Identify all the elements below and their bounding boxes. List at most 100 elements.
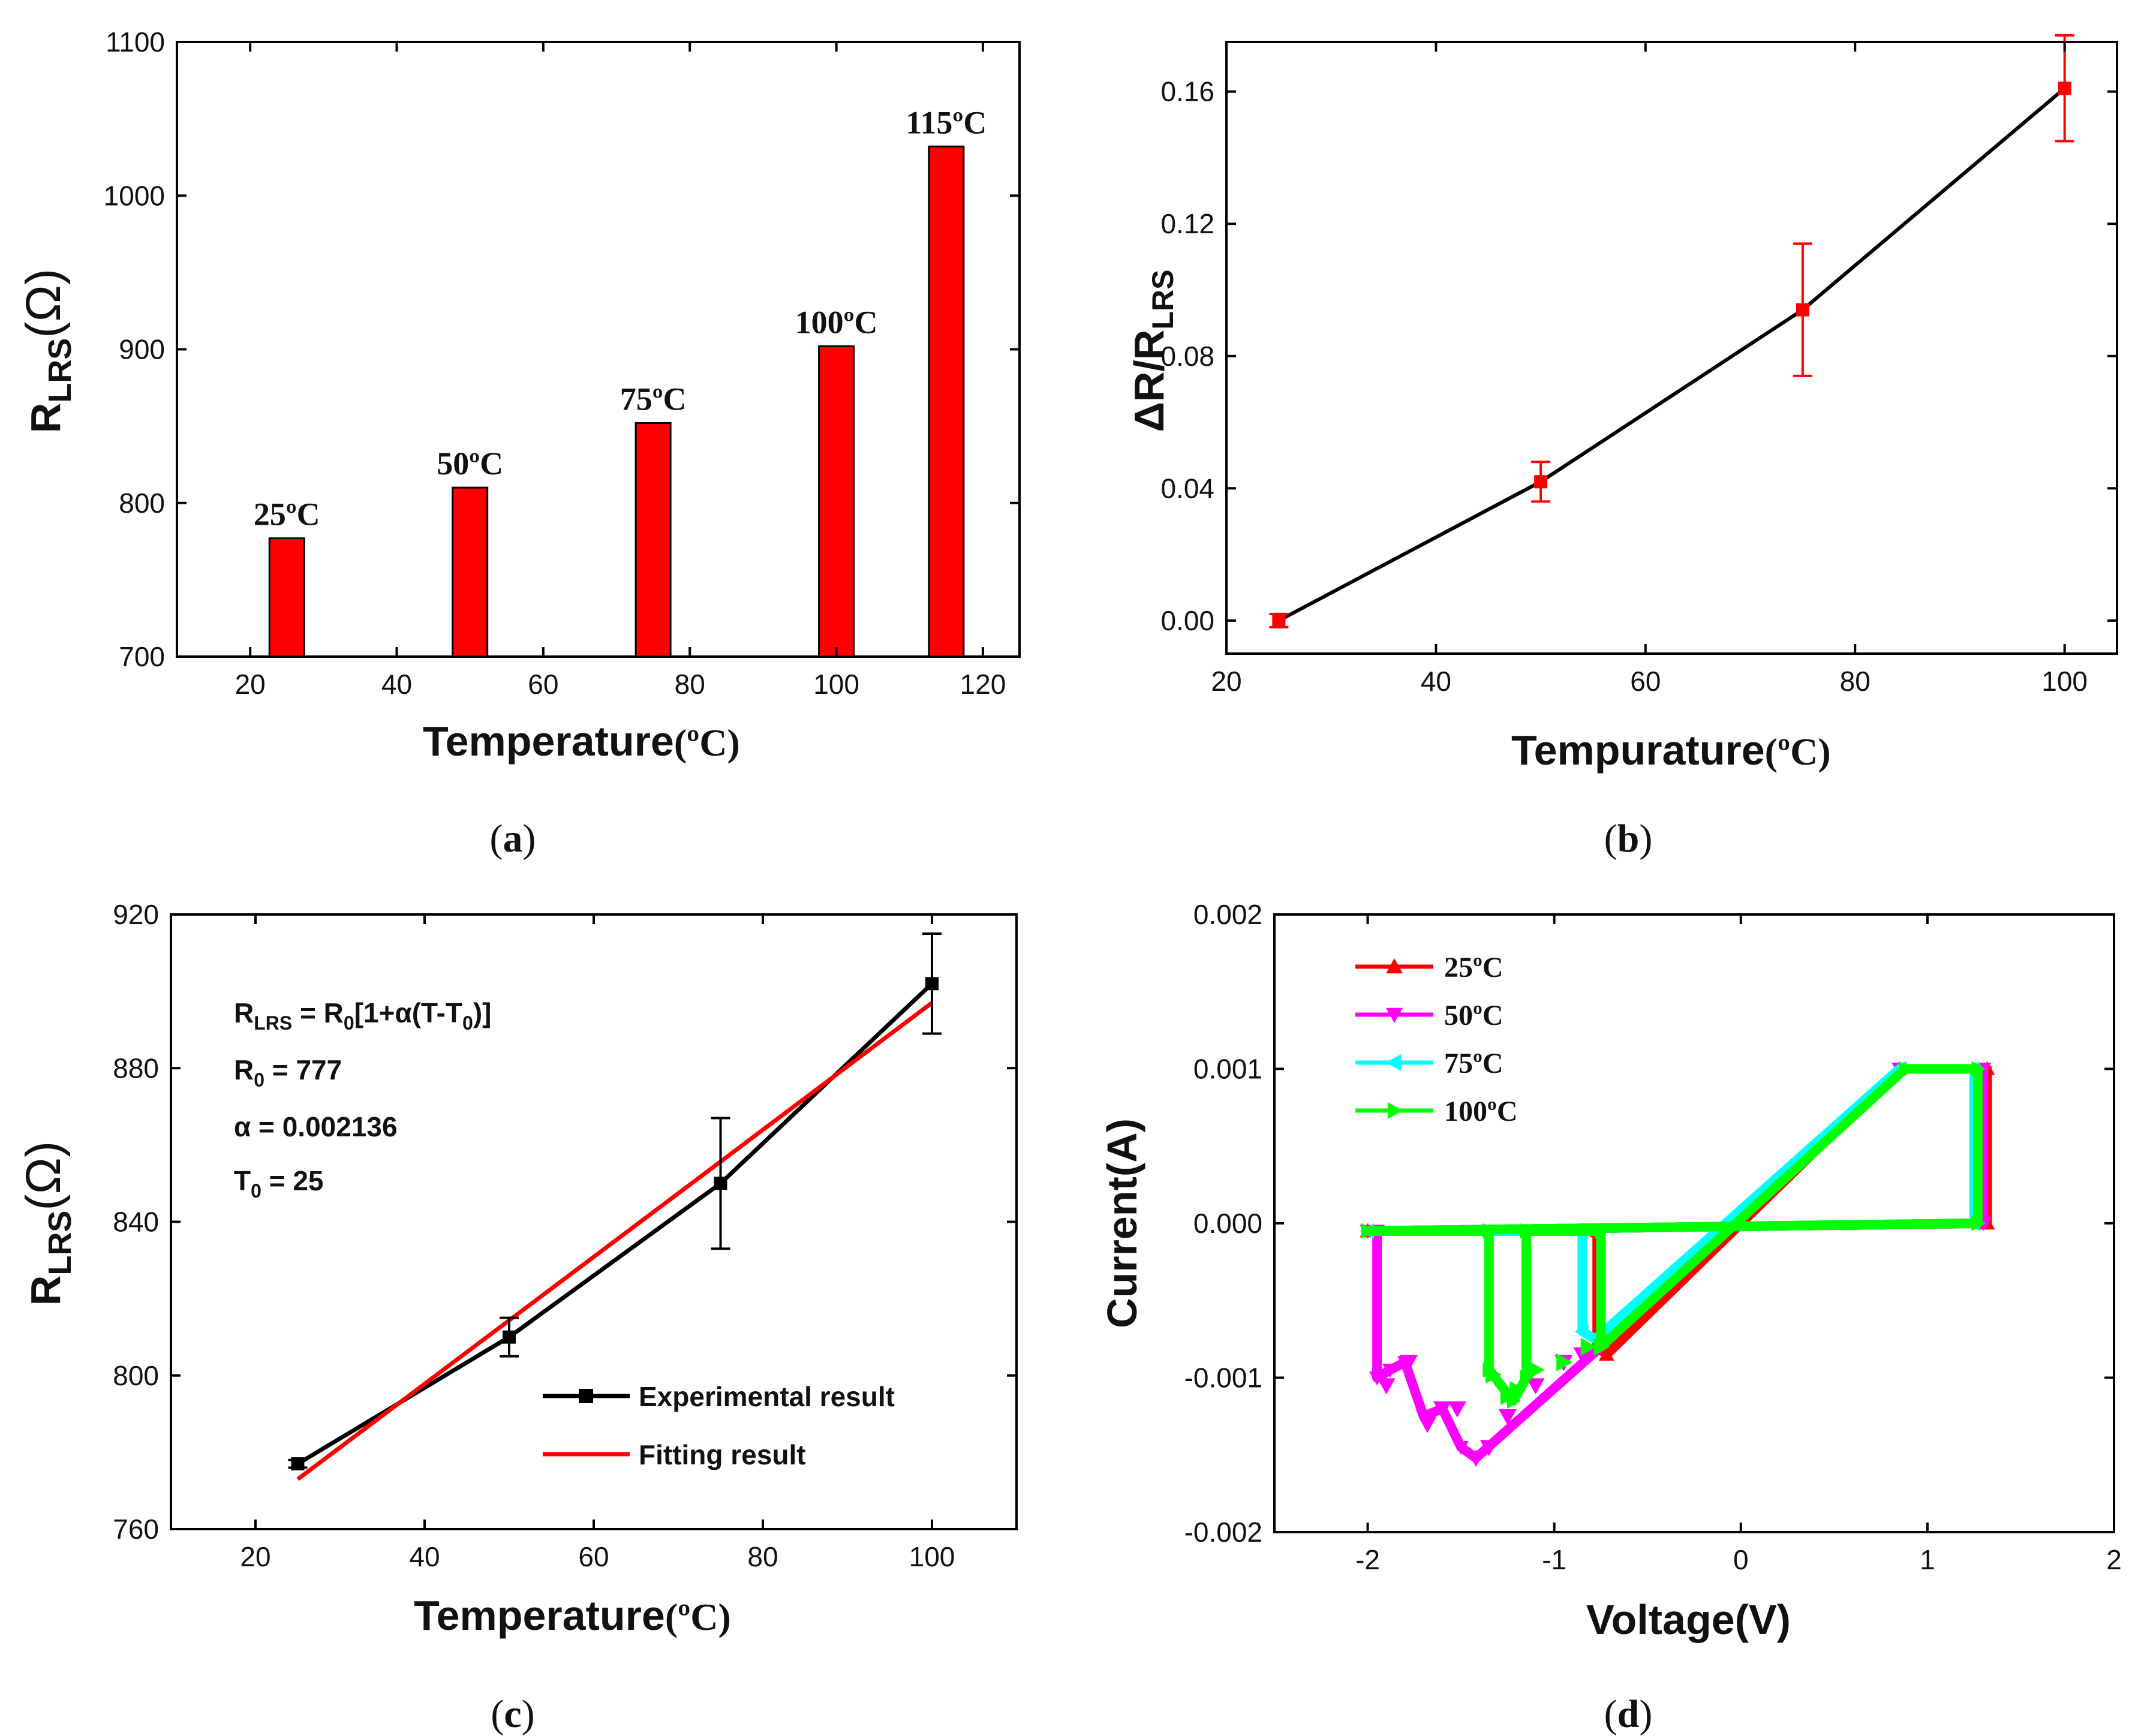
y-tick-label: 0.002 xyxy=(1193,899,1262,930)
panel-d-x-axis-title: Voltage(V) xyxy=(1586,1596,1791,1643)
iv-marker xyxy=(1520,1370,1534,1386)
bar xyxy=(928,145,965,658)
bar-label: 100ºC xyxy=(795,304,878,340)
equation-line-4: T0 = 25 xyxy=(234,1165,324,1202)
x-tick-label: 100 xyxy=(2041,666,2088,697)
iv-marker xyxy=(1526,1378,1545,1395)
legend-marker xyxy=(1386,958,1403,974)
data-point xyxy=(2058,82,2071,95)
panel-c: 20 40 60 80 100 760 800 840 880 920 RLRS = R0[1+… xyxy=(16,899,1018,1736)
panel-a: 25ºC 50ºC 75ºC 100ºC 115ºC 20 40 60 80 100 120 70… xyxy=(16,26,1021,861)
x-tick-label: 2 xyxy=(2106,1544,2122,1575)
x-tick-label: 60 xyxy=(528,669,558,700)
panel-c-equation: RLRS = R0[1+α(T-T0)] R0 = 777 α = 0.0021… xyxy=(234,997,491,1202)
iv-marker xyxy=(1593,1338,1610,1356)
legend-marker xyxy=(1387,1102,1403,1119)
iv-curve xyxy=(1367,1064,1983,1406)
iv-marker xyxy=(1369,1371,1385,1386)
iv-marker xyxy=(1500,1387,1517,1406)
legend-label: 50ºC xyxy=(1444,1000,1503,1031)
iv-marker xyxy=(1556,1353,1573,1371)
panel-b-x-axis-title: Tempurature(ºC) xyxy=(1511,727,1831,774)
panel-d-y-ticks: -0.002 -0.001 0.000 0.001 0.002 xyxy=(1184,899,2114,1548)
y-tick-label: 0.000 xyxy=(1193,1208,1262,1239)
data-point xyxy=(1796,303,1809,317)
iv-marker xyxy=(1486,1365,1502,1384)
legend-marker xyxy=(1386,1054,1402,1071)
x-tick-label: 40 xyxy=(409,1541,440,1572)
panel-a-x-axis-title: Temperature(ºC) xyxy=(423,718,740,765)
x-tick-label: 100 xyxy=(813,669,859,700)
legend-label: 25ºC xyxy=(1444,952,1503,983)
y-tick-label: 1100 xyxy=(106,26,165,58)
panel-d-x-ticks: -2 -1 0 1 2 xyxy=(1355,914,2122,1575)
data-point xyxy=(714,1177,727,1190)
panel-b-y-axis-title: ΔR/RLRS xyxy=(1126,270,1180,432)
panel-b-label: (b) xyxy=(1604,817,1653,861)
y-tick-label: 0.04 xyxy=(1160,473,1214,504)
panel-a-x-ticks: 20 40 60 80 100 120 xyxy=(235,42,1006,700)
y-tick-label: 0.16 xyxy=(1160,76,1214,107)
panel-c-series xyxy=(288,932,942,1481)
bar xyxy=(452,486,489,658)
legend-experimental-marker xyxy=(579,1389,593,1403)
panel-b: 20 40 60 80 100 0.00 0.04 0.08 0.12 0.16 Tempura… xyxy=(1126,34,2118,861)
panel-c-label: (c) xyxy=(491,1692,534,1736)
bar-label: 115ºC xyxy=(906,104,987,140)
fitting-line xyxy=(296,1001,934,1481)
y-tick-label: 0.001 xyxy=(1193,1054,1262,1085)
x-tick-label: 20 xyxy=(1211,666,1241,697)
y-tick-label: 800 xyxy=(113,1360,159,1391)
data-point xyxy=(1272,613,1286,627)
y-tick-label: -0.002 xyxy=(1184,1517,1262,1548)
panel-d: -2 -1 0 1 2 -0.002 -0.001 0.000 0.001 0.002 25ºC… xyxy=(1099,899,2122,1736)
panel-d-y-axis-title: Current(A) xyxy=(1099,1118,1145,1328)
iv-marker xyxy=(1377,1378,1396,1395)
iv-marker xyxy=(1433,1401,1451,1418)
x-tick-label: 80 xyxy=(675,669,705,700)
panel-a-bar-labels: 25ºC 50ºC 75ºC 100ºC 115ºC xyxy=(254,104,987,532)
x-tick-label: -2 xyxy=(1355,1544,1380,1575)
y-tick-label: 760 xyxy=(113,1514,159,1545)
iv-marker xyxy=(1361,1223,1376,1239)
x-tick-label: 80 xyxy=(747,1541,778,1572)
panel-d-label: (d) xyxy=(1604,1692,1653,1736)
x-tick-label: 120 xyxy=(960,669,1006,700)
iv-marker xyxy=(1574,1323,1589,1340)
iv-marker xyxy=(1971,1215,1986,1231)
iv-marker xyxy=(1400,1355,1418,1371)
data-point xyxy=(1534,475,1548,489)
legend-experimental-label: Experimental result xyxy=(639,1381,895,1412)
iv-marker xyxy=(1448,1401,1466,1418)
bar-label: 50ºC xyxy=(437,446,503,482)
x-tick-label: 40 xyxy=(381,669,412,700)
iv-marker xyxy=(1467,1451,1485,1467)
y-tick-label: 840 xyxy=(113,1207,159,1238)
equation-line-3: α = 0.002136 xyxy=(234,1111,398,1142)
bar xyxy=(818,345,855,658)
y-tick-label: 900 xyxy=(119,334,165,365)
y-tick-label: 1000 xyxy=(104,180,165,211)
panel-c-y-ticks: 760 800 840 880 920 xyxy=(113,899,1017,1545)
data-point xyxy=(503,1330,516,1344)
x-tick-label: 60 xyxy=(1630,666,1661,697)
y-tick-label: 0.12 xyxy=(1160,208,1214,239)
x-tick-label: 20 xyxy=(235,669,266,700)
panel-a-y-axis-title: RLRS(Ω) xyxy=(16,269,78,433)
y-tick-label: 800 xyxy=(119,488,165,519)
panel-a-y-ticks: 700 800 900 1000 1100 xyxy=(104,26,1020,672)
legend-fitting-label: Fitting result xyxy=(639,1439,806,1470)
iv-marker xyxy=(1520,1223,1534,1239)
iv-marker xyxy=(1498,1409,1517,1425)
panel-d-series xyxy=(1360,1061,1995,1467)
equation-line-1: RLRS = R0[1+α(T-T0)] xyxy=(234,997,491,1034)
y-tick-label: 700 xyxy=(119,641,165,672)
bar xyxy=(268,537,305,658)
iv-marker xyxy=(1971,1061,1986,1077)
iv-marker xyxy=(1595,1223,1609,1239)
x-tick-label: 80 xyxy=(1840,666,1871,697)
y-tick-label: 880 xyxy=(113,1052,159,1084)
panel-d-legend: 25ºC 50ºC 75ºC 100ºC xyxy=(1355,952,1518,1127)
iv-marker xyxy=(1453,1440,1469,1455)
